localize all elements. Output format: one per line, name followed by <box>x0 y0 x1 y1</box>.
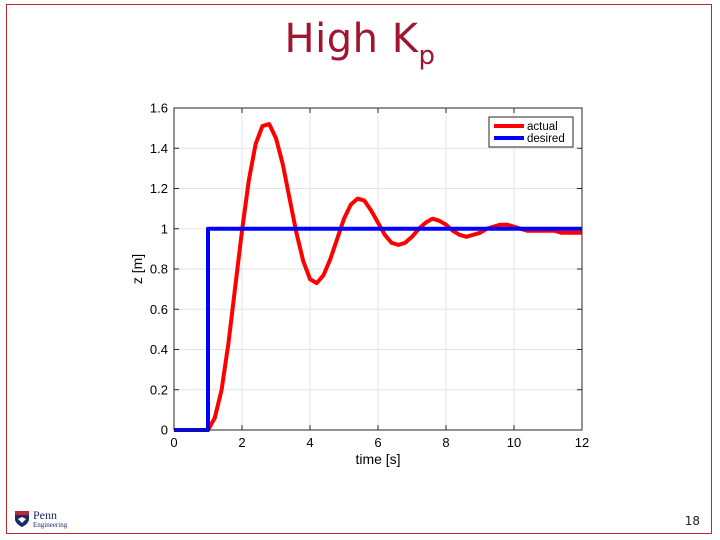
shield-icon <box>15 511 29 527</box>
y-tick-label: 0.4 <box>150 342 168 357</box>
x-tick-label: 10 <box>507 435 521 450</box>
x-tick-label: 4 <box>306 435 313 450</box>
legend-label-actual: actual <box>527 121 558 133</box>
slide-border <box>6 4 712 534</box>
y-tick-label: 1 <box>161 221 168 236</box>
page-number: 18 <box>684 514 700 528</box>
y-tick-label: 0 <box>161 423 168 438</box>
y-tick-label: 1.2 <box>150 181 168 196</box>
x-tick-label: 0 <box>170 435 177 450</box>
x-axis-label: time [s] <box>355 451 400 467</box>
title-subscript: p <box>418 41 436 71</box>
legend-label-desired: desired <box>527 133 565 145</box>
penn-engineering-logo: Penn Engineering <box>14 508 78 530</box>
x-tick-label: 2 <box>238 435 245 450</box>
y-axis-label: z [m] <box>129 254 145 284</box>
logo-engineering-text: Engineering <box>33 521 68 529</box>
legend-box <box>488 116 574 148</box>
y-tick-label: 0.8 <box>150 262 168 277</box>
logo-penn-text: Penn <box>33 508 57 522</box>
x-tick-label: 6 <box>374 435 381 450</box>
y-tick-label: 1.6 <box>150 101 168 116</box>
slide-title: High Kp <box>0 16 720 69</box>
x-tick-label: 12 <box>575 435 589 450</box>
y-tick-label: 1.4 <box>150 141 168 156</box>
y-tick-label: 0.2 <box>150 382 168 397</box>
x-tick-label: 8 <box>442 435 449 450</box>
title-main: High K <box>284 16 419 62</box>
y-tick-label: 0.6 <box>150 302 168 317</box>
